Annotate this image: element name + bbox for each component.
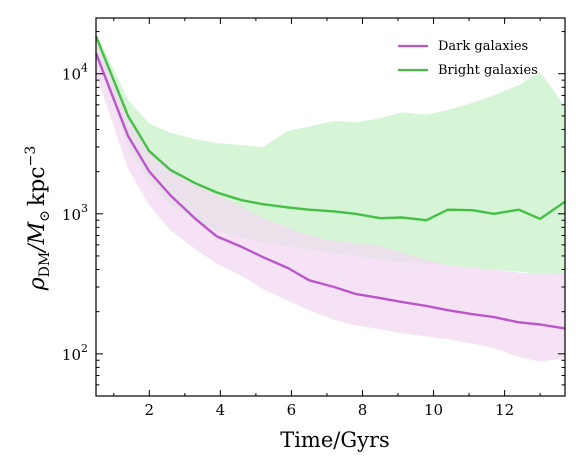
y-label-sun-symbol: ⊙ bbox=[37, 210, 53, 222]
band-dark bbox=[96, 39, 565, 362]
legend-label-dark: Dark galaxies bbox=[438, 39, 528, 54]
y-tick-label: 103 bbox=[62, 202, 88, 224]
y-label-mass: /M bbox=[25, 221, 50, 253]
x-axis-label: Time/Gyrs bbox=[280, 428, 390, 452]
y-label-unit-exponent: −3 bbox=[23, 146, 39, 167]
y-label-subscript: DM bbox=[37, 252, 53, 278]
x-tick-label: 6 bbox=[287, 401, 297, 419]
legend-label-bright: Bright galaxies bbox=[438, 63, 538, 78]
y-label-unit: kpc bbox=[25, 166, 50, 206]
shaded-bands bbox=[96, 33, 565, 362]
legend: Dark galaxies Bright galaxies bbox=[398, 39, 538, 78]
x-tick-label: 10 bbox=[424, 401, 443, 419]
x-axis-ticks: 2 4 6 8 10 12 bbox=[113, 18, 541, 419]
y-tick-label: 102 bbox=[62, 342, 88, 364]
y-axis-ticks: 102 103 104 bbox=[62, 31, 565, 397]
y-axis-label: ρDM/M⊙ kpc−3 bbox=[23, 146, 53, 292]
y-label-rho: ρ bbox=[25, 277, 50, 291]
plot-frame bbox=[95, 17, 566, 397]
y-tick-label: 104 bbox=[62, 62, 88, 84]
x-tick-label: 12 bbox=[495, 401, 514, 419]
series-line-dark bbox=[94, 52, 566, 330]
x-tick-label: 2 bbox=[145, 401, 155, 419]
series-line-bright bbox=[94, 35, 566, 222]
x-tick-label: 8 bbox=[358, 401, 368, 419]
series-lines bbox=[94, 35, 566, 330]
x-tick-label: 4 bbox=[216, 401, 226, 419]
